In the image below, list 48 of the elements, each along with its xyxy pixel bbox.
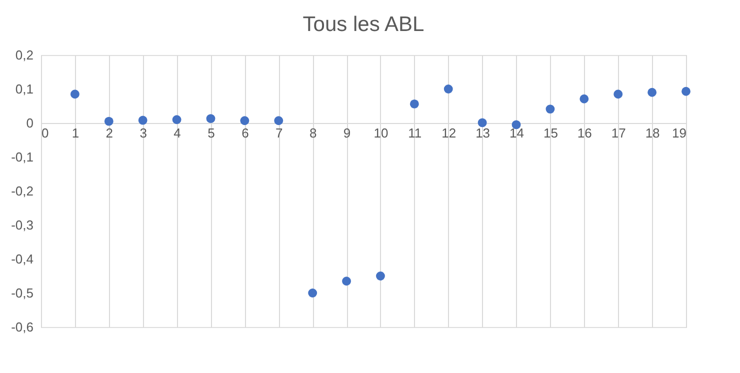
point [580,94,589,104]
x-tick-label: 8 [309,126,317,140]
x-tick-label: 7 [276,126,283,140]
point [410,99,419,108]
y-tick-label: 0,1 [15,82,34,96]
point [138,116,148,125]
point [376,272,385,280]
point [682,86,690,96]
y-tick-label: -0,6 [11,320,34,334]
y-tick-label: -0,2 [11,184,34,198]
point [342,276,351,286]
x-tick-label: 6 [242,126,249,140]
x-tick-label: 15 [543,126,558,140]
x-tick-label: 16 [577,126,592,140]
point [172,115,182,124]
x-tick-label: 19 [672,126,686,140]
y-tick-label: 0,2 [15,48,34,62]
point [308,288,318,298]
y-tick-label: -0,5 [11,286,34,300]
y-tick-label: -0,4 [11,252,34,266]
point [444,84,453,94]
x-tick-label: 5 [208,126,215,140]
x-tick-label: 11 [408,126,422,140]
x-tick-label: 14 [510,126,524,140]
x-tick-label: 12 [442,126,456,140]
point [546,104,555,114]
x-tick-label: 18 [645,126,660,140]
point [614,90,623,99]
x-tick-label: 3 [140,126,147,140]
x-tick-label: 0 [42,126,49,140]
point [648,88,657,97]
point [206,114,216,124]
chart-title: Tous les ABL [302,13,424,36]
point [70,90,80,99]
x-tick-label: 10 [374,126,388,140]
x-tick-label: 13 [476,126,490,140]
point [274,116,284,126]
point [104,116,114,126]
point [240,116,250,126]
y-tick-label: -0,3 [11,218,34,232]
x-tick-label: 1 [72,126,80,140]
point [478,118,487,128]
y-tick-label: 0 [26,116,34,130]
y-tick-label: -0,1 [11,150,34,164]
x-tick-label: 9 [343,126,351,140]
x-tick-label: 2 [106,126,114,140]
x-tick-label: 4 [174,126,181,140]
x-tick-label: 17 [611,126,626,140]
